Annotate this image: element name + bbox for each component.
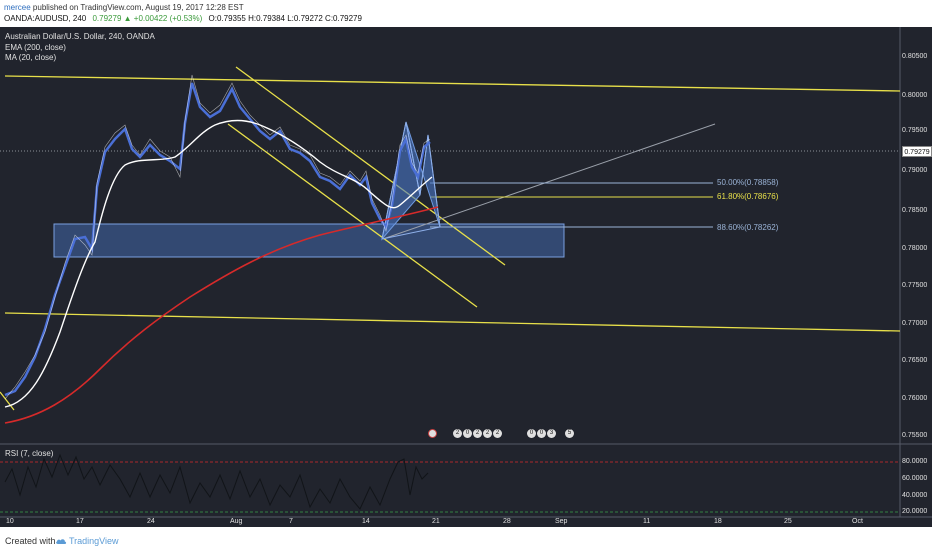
price-change: 0.79279 ▲ +0.00422 (+0.53%) xyxy=(92,14,203,23)
time-axis-7: 28 xyxy=(503,518,511,525)
ma-legend: MA (20, close) xyxy=(5,53,57,62)
rsi-legend: RSI (7, close) xyxy=(5,449,54,458)
time-axis-5: 14 xyxy=(362,518,370,525)
price-axis-2: 0.79500 xyxy=(902,127,928,134)
rsi-axis-0: 80.0000 xyxy=(902,458,928,465)
rsi-axis-1: 60.0000 xyxy=(902,475,928,482)
chart-area[interactable]: Australian Dollar/U.S. Dollar, 240, OAND… xyxy=(0,27,932,527)
price-axis-9: 0.76000 xyxy=(902,395,928,402)
event-markers-2: 0 0 3 5 xyxy=(527,429,574,438)
event-marker-1[interactable]: 0 xyxy=(463,429,472,438)
publisher-name[interactable]: mercee xyxy=(4,3,31,12)
event-marker-2[interactable]: 2 xyxy=(473,429,482,438)
published-text: published on TradingView.com, August 19,… xyxy=(32,3,244,12)
small-trendline[interactable] xyxy=(0,391,15,411)
rsi-axis-3: 20.0000 xyxy=(902,508,928,515)
time-axis-6: 21 xyxy=(432,518,440,525)
price-axis-8: 0.76500 xyxy=(902,357,928,364)
lower-trendline[interactable] xyxy=(4,312,901,332)
channel-lower-line[interactable] xyxy=(227,123,478,308)
price-axis-1: 0.80000 xyxy=(902,92,928,99)
price-axis-4: 0.78500 xyxy=(902,207,928,214)
fib-label-50: 50.00%(0.78858) xyxy=(717,178,779,187)
event-marker-6[interactable]: 0 xyxy=(537,429,546,438)
event-flag-icon[interactable] xyxy=(428,429,437,438)
symbol-line: OANDA:AUDUSD, 240 0.79279 ▲ +0.00422 (+0… xyxy=(4,14,362,23)
chart-legend-title: Australian Dollar/U.S. Dollar, 240, OAND… xyxy=(5,32,155,41)
price-axis-0: 0.80500 xyxy=(902,53,928,60)
time-axis-4: 7 xyxy=(289,518,293,525)
time-axis-3: Aug xyxy=(230,518,243,525)
event-marker-5[interactable]: 0 xyxy=(527,429,536,438)
time-axis-8: Sep xyxy=(555,518,568,525)
rsi-axis-2: 40.0000 xyxy=(902,492,928,499)
rsi-line[interactable] xyxy=(4,453,429,510)
ohlc-values: O:0.79355 H:0.79384 L:0.79272 C:0.79279 xyxy=(208,14,362,23)
channel-upper-line[interactable] xyxy=(235,66,506,266)
time-axis-10: 18 xyxy=(714,518,722,525)
price-axis-3: 0.79000 xyxy=(902,167,928,174)
upper-trendline[interactable] xyxy=(4,75,901,92)
time-axis-1: 17 xyxy=(76,518,84,525)
event-marker-0[interactable]: 2 xyxy=(453,429,462,438)
time-axis-12: Oct xyxy=(852,518,863,525)
event-marker-8[interactable]: 5 xyxy=(565,429,574,438)
event-marker-4[interactable]: 2 xyxy=(493,429,502,438)
ema-200-line[interactable] xyxy=(4,206,439,424)
footer-bar: Created with TradingView xyxy=(0,532,932,550)
price-axis-7: 0.77000 xyxy=(902,320,928,327)
ema-legend: EMA (200, close) xyxy=(5,43,66,52)
ma-20-line[interactable] xyxy=(4,119,433,408)
price-candles xyxy=(4,82,431,397)
price-axis-5: 0.78000 xyxy=(902,245,928,252)
fib-label-618: 61.80%(0.78676) xyxy=(717,192,779,201)
last-price-tag: 0.79279 xyxy=(902,146,932,157)
event-marker-3[interactable]: 2 xyxy=(483,429,492,438)
tradingview-brand[interactable]: TradingView xyxy=(69,536,119,546)
time-axis-2: 24 xyxy=(147,518,155,525)
symbol-name: OANDA:AUDUSD, 240 xyxy=(4,14,87,23)
publish-header: mercee published on TradingView.com, Aug… xyxy=(0,0,932,27)
demand-zone[interactable] xyxy=(53,223,565,258)
tradingview-cloud-icon xyxy=(56,539,67,544)
chart-svg xyxy=(0,27,932,518)
event-markers: 2 0 2 2 2 xyxy=(453,429,502,438)
time-axis-0: 10 xyxy=(6,518,14,525)
fib-label-886: 88.60%(0.78262) xyxy=(717,223,779,232)
time-axis-11: 25 xyxy=(784,518,792,525)
price-axis-10: 0.75500 xyxy=(902,432,928,439)
publish-line: mercee published on TradingView.com, Aug… xyxy=(4,3,244,12)
time-axis-9: 11 xyxy=(643,518,651,525)
price-axis-6: 0.77500 xyxy=(902,282,928,289)
event-marker-7[interactable]: 3 xyxy=(547,429,556,438)
created-with-label: Created with xyxy=(5,536,56,546)
